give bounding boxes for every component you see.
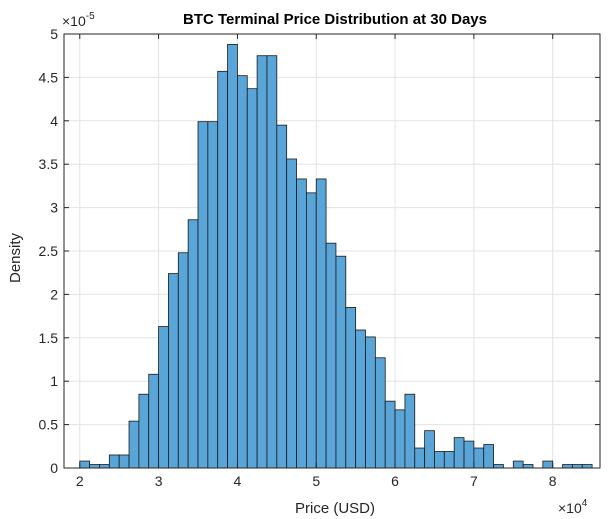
histogram-bar xyxy=(483,444,494,469)
histogram-bar xyxy=(443,451,455,469)
histogram-bar xyxy=(374,357,386,469)
histogram-bar xyxy=(217,70,228,469)
y-tick-label: 2.5 xyxy=(39,243,59,259)
histogram-bar xyxy=(227,44,238,469)
y-tick-label: 3 xyxy=(50,200,58,216)
histogram-bar xyxy=(256,55,268,469)
histogram-bar xyxy=(522,464,534,469)
y-tick-label: 3.5 xyxy=(39,156,59,172)
histogram-bar xyxy=(158,326,169,469)
histogram-bar xyxy=(414,447,426,469)
y-axis-label: Density xyxy=(7,232,24,283)
y-multiplier: ×10-5 xyxy=(62,11,95,29)
axis-ticks: 2 3 4 5 6 7 8 0 0.5 1 1.5 2 2.5 3 3.5 4 4.5 5 xyxy=(39,26,600,489)
x-axis-label: Price (USD) xyxy=(295,500,375,517)
y-tick-label: 2 xyxy=(50,286,58,302)
y-tick-label: 1 xyxy=(50,373,58,389)
histogram-bar xyxy=(305,192,317,469)
histogram-bar xyxy=(207,121,219,469)
histogram-bar xyxy=(453,437,465,469)
histogram-bar xyxy=(197,121,209,469)
histogram-bar xyxy=(493,464,504,469)
x-tick-label: 7 xyxy=(470,473,478,489)
histogram-bar xyxy=(512,460,524,469)
histogram-bar xyxy=(434,451,445,469)
x-tick-label: 8 xyxy=(549,473,557,489)
y-multiplier-exponent: -5 xyxy=(86,11,95,22)
histogram-bar xyxy=(99,464,110,469)
histogram-bar xyxy=(187,219,199,469)
histogram-bar xyxy=(335,255,347,469)
x-tick-label: 2 xyxy=(76,473,84,489)
histogram-bar xyxy=(384,400,396,469)
x-multiplier-exponent: 4 xyxy=(582,498,588,509)
histogram-bar xyxy=(345,307,357,469)
histogram-bar xyxy=(473,447,485,469)
histogram-bar xyxy=(463,440,475,469)
histogram-bar xyxy=(108,454,120,469)
x-tick-label: 5 xyxy=(312,473,320,489)
x-tick-label: 6 xyxy=(391,473,399,489)
x-multiplier: ×104 xyxy=(558,498,588,516)
histogram-bar xyxy=(296,178,307,469)
histogram-bar xyxy=(148,373,159,469)
histogram-bar xyxy=(572,464,583,469)
histogram-bar xyxy=(237,75,248,469)
y-tick-label: 4.5 xyxy=(39,69,59,85)
histogram-bar xyxy=(542,460,554,469)
y-tick-label: 5 xyxy=(50,26,58,42)
x-tick-label: 3 xyxy=(155,473,163,489)
x-tick-label: 4 xyxy=(234,473,242,489)
histogram-bar xyxy=(424,430,435,469)
histogram-bar xyxy=(325,242,337,469)
y-tick-label: 4 xyxy=(50,113,58,129)
histogram-bar xyxy=(79,460,91,469)
histogram-bar xyxy=(562,464,573,469)
histogram-bar xyxy=(138,393,150,469)
histogram-bar xyxy=(168,273,179,469)
histogram-bar xyxy=(118,454,130,469)
histogram-bar xyxy=(128,420,140,469)
histogram-bars xyxy=(79,44,593,469)
histogram-bar xyxy=(404,393,416,469)
histogram-bar xyxy=(276,124,288,469)
y-tick-label: 0.5 xyxy=(39,417,59,433)
x-multiplier-base: ×10 xyxy=(558,500,582,516)
y-tick-label: 1.5 xyxy=(39,330,59,346)
histogram-bar xyxy=(581,464,593,469)
y-tick-label: 0 xyxy=(50,460,58,476)
histogram-bar xyxy=(177,252,189,469)
histogram-bar xyxy=(355,329,366,469)
histogram-bar xyxy=(286,158,297,469)
chart-title: BTC Terminal Price Distribution at 30 Da… xyxy=(183,11,487,28)
histogram-bar xyxy=(365,336,376,469)
histogram-bar xyxy=(315,178,327,469)
histogram-bar xyxy=(246,88,258,469)
y-multiplier-base: ×10 xyxy=(62,13,86,29)
histogram-bar xyxy=(394,409,406,469)
histogram-bar xyxy=(266,55,278,469)
histogram-bar xyxy=(89,464,100,469)
